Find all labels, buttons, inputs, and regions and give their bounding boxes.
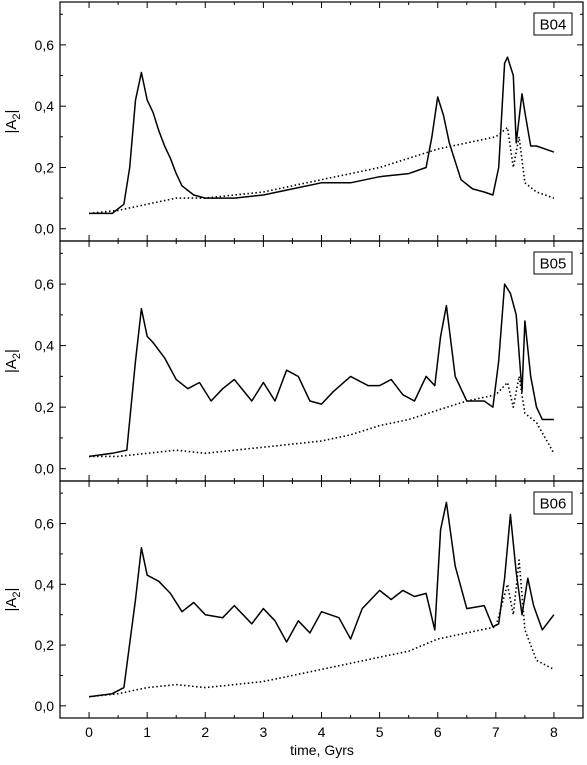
x-tick-label: 3	[259, 724, 267, 740]
x-tick-label: 2	[201, 724, 209, 740]
series-line-dotted	[89, 375, 555, 458]
y-tick-label: 0,6	[35, 37, 55, 53]
y-axis-label: |A2|	[3, 349, 23, 373]
panels: 0,00,20,40,6|A2|B040,00,20,40,6|A2|B050,…	[3, 1, 584, 719]
y-tick-label: 0,0	[35, 221, 55, 237]
panel-label-box	[533, 491, 573, 515]
y-tick-label: 0,2	[35, 637, 55, 653]
series-line-solid	[89, 56, 555, 215]
x-tick-label: 1	[143, 724, 151, 740]
y-tick-label: 0,6	[35, 276, 55, 292]
y-tick-label: 0,2	[35, 159, 55, 175]
y-tick-label: 0,0	[35, 698, 55, 714]
panel-label: B05	[540, 256, 567, 273]
panel-label-box	[533, 12, 573, 36]
y-tick-label: 0,0	[35, 461, 55, 477]
y-tick-label: 0,4	[35, 576, 55, 592]
panel-b06: 0,0 0,2 0,4 0,6 |A2| B06	[3, 480, 584, 719]
x-tick-label: 6	[434, 724, 442, 740]
x-tick-label: 4	[318, 724, 326, 740]
panel-label: B06	[540, 496, 567, 513]
y-tick-label: 0,6	[35, 516, 55, 532]
panel-label-box	[533, 251, 573, 275]
series-line-dotted	[89, 126, 555, 215]
x-tick-label: 7	[492, 724, 500, 740]
plot-frame	[59, 240, 584, 482]
panel-b05: 0,0 0,2 0,4 0,6 |A2| B05	[3, 240, 584, 482]
y-axis-label: |A2|	[3, 588, 23, 612]
x-tick-label: 8	[550, 724, 558, 740]
y-tick-label: 0,4	[35, 98, 55, 114]
y-axis-label: |A2|	[3, 110, 23, 134]
plot-frame	[59, 480, 584, 719]
series-line-solid	[89, 283, 554, 458]
x-axis: 0 1 2 3 4 5 6 7 8	[85, 724, 558, 740]
y-tick-label: 0,2	[35, 399, 55, 415]
y-tick-label: 0,4	[35, 338, 55, 354]
plot-frame	[59, 1, 584, 242]
x-tick-label: 5	[376, 724, 384, 740]
x-axis-label: time, Gyrs	[290, 742, 354, 758]
panel-b04: 0,0 0,2 0,4 0,6 |A2| B04	[3, 1, 584, 242]
series-line-solid	[89, 501, 555, 698]
x-tick-label: 0	[85, 724, 93, 740]
panel-label: B04	[540, 17, 567, 34]
